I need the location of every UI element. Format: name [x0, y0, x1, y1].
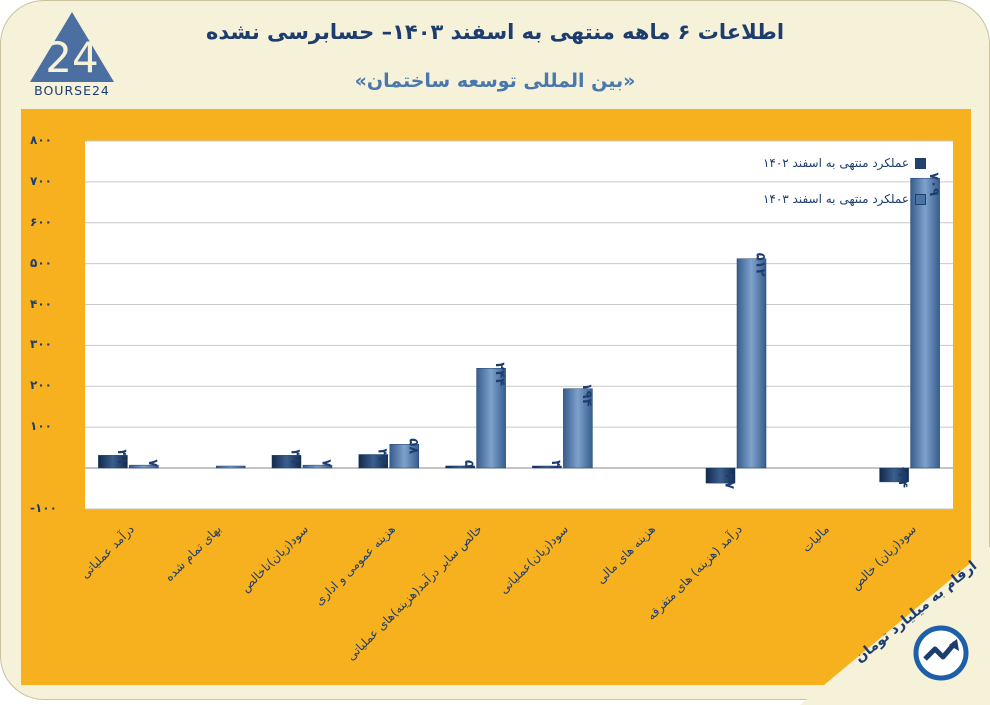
- data-label: ۵: [461, 460, 476, 468]
- bar-1403: [476, 368, 506, 469]
- y-tick-label: ۴۰۰: [30, 296, 52, 311]
- y-tick-label: -۱۰۰: [30, 500, 57, 515]
- legend-label-1402: عملکرد منتهی به اسفند ۱۴۰۲: [762, 156, 909, 170]
- data-label: ۳۱: [288, 449, 303, 465]
- bar-1403: [215, 465, 246, 469]
- chart-title: اطلاعات ۶ ماهه منتهی به اسفند ۱۴۰۳– حساب…: [205, 20, 785, 44]
- y-tick-label: ۱۰۰: [30, 419, 52, 434]
- plot-area: [85, 141, 953, 509]
- bar-1402: [532, 465, 562, 469]
- data-label: ۷: [145, 459, 160, 467]
- data-label: ۵۱۲: [753, 253, 768, 277]
- data-label: ۳۱: [114, 449, 129, 465]
- legend-item-1402: عملکرد منتهی به اسفند ۱۴۰۲: [763, 156, 926, 170]
- bar-1403: [910, 177, 940, 469]
- data-label: ۲۴۴: [492, 362, 507, 386]
- y-tick-label: ۷۰۰: [30, 173, 52, 188]
- data-label: -۳۷: [722, 468, 737, 489]
- legend-swatch-1402: [915, 157, 926, 169]
- data-label: -۳۴: [895, 467, 910, 488]
- y-tick-label: ۲۰۰: [30, 378, 52, 393]
- data-label: ۳: [548, 460, 563, 468]
- y-tick-label: ۶۰۰: [30, 214, 52, 229]
- chart-subtitle: «بین المللی توسعه ساختمان»: [354, 70, 636, 92]
- data-label: ۷۰۹: [926, 172, 941, 196]
- bar-1402: [705, 467, 736, 484]
- bar-1402: [98, 455, 128, 469]
- data-label: ۱۹۴: [579, 383, 594, 407]
- trend-logo-icon: [913, 625, 969, 681]
- bar-1403: [563, 388, 593, 469]
- bar-1402: [879, 467, 909, 483]
- legend-swatch-1403: [915, 193, 926, 205]
- bar-1402: [358, 454, 389, 469]
- data-label: ۳۳: [374, 449, 389, 465]
- data-label: ۷: [319, 459, 334, 467]
- legend: عملکرد منتهی به اسفند ۱۴۰۲ عملکرد منتهی …: [726, 152, 926, 212]
- data-label: ۵۸: [405, 438, 420, 454]
- legend-item-1403: عملکرد منتهی به اسفند ۱۴۰۳: [763, 192, 926, 206]
- y-tick-label: ۸۰۰: [30, 133, 52, 147]
- logo-text: BOURSE24: [34, 83, 110, 98]
- y-tick-label: ۳۰۰: [30, 337, 52, 352]
- bar-1403: [736, 258, 767, 469]
- bourse24-logo: 24: [30, 12, 114, 82]
- bar-1402: [445, 465, 475, 469]
- legend-label-1403: عملکرد منتهی به اسفند ۱۴۰۳: [762, 192, 909, 206]
- bar-1402: [271, 455, 302, 469]
- bar-1403: [129, 464, 159, 469]
- svg-text:24: 24: [45, 33, 98, 82]
- bar-1403: [389, 444, 420, 469]
- y-tick-label: ۵۰۰: [30, 255, 52, 270]
- bar-1403: [302, 464, 333, 469]
